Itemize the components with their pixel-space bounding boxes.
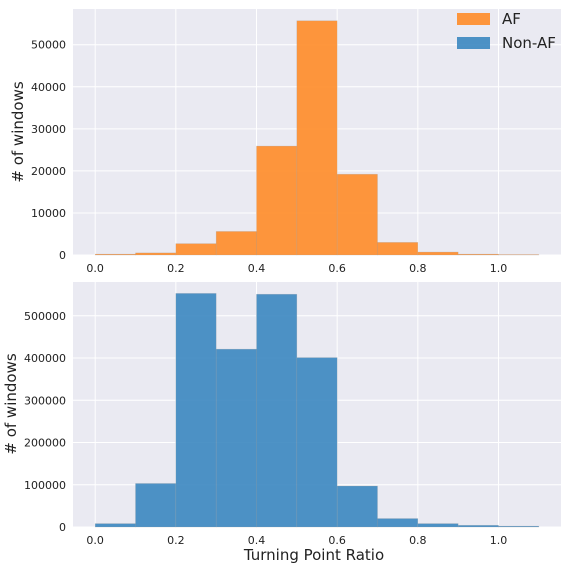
histogram-bar [94, 523, 136, 528]
y-tick-label: 400000 [24, 352, 66, 365]
y-tick-label: 300000 [24, 394, 66, 407]
y-tick-label: 500000 [24, 310, 66, 323]
y-axis-label: # of windows [9, 81, 27, 182]
histogram-bar [215, 348, 257, 528]
histogram-bar [417, 251, 459, 256]
histogram-bar [377, 242, 419, 256]
y-tick-label: 0 [59, 249, 66, 262]
legend-label: AF [502, 10, 521, 28]
legend-swatch [457, 13, 490, 25]
histogram-bar [94, 253, 136, 256]
histogram-bar [296, 20, 338, 256]
y-tick-label: 0 [59, 521, 66, 534]
y-tick-label: 20000 [31, 165, 66, 178]
histogram-bar [457, 253, 499, 256]
chart-panel-1: 0.0 0.2 0.4 0.6 0.8 1.0 0 10000 20000 30000 40000 5… [9, 9, 561, 275]
histogram-bar [336, 173, 378, 256]
histogram-bar [377, 518, 419, 528]
x-tick-label: 0.0 [86, 534, 104, 547]
y-tick-label: 100000 [24, 479, 66, 492]
histogram-bar [175, 293, 217, 528]
histogram-bar [256, 293, 298, 528]
y-axis-label: # of windows [2, 353, 20, 454]
histogram-bar [336, 485, 378, 528]
histogram-bar [457, 525, 499, 528]
histogram-bar [175, 243, 217, 256]
y-tick-label: 200000 [24, 437, 66, 450]
x-tick-label: 1.0 [490, 534, 508, 547]
legend: AF Non-AF [457, 10, 556, 52]
histogram-bar [135, 483, 177, 528]
histogram-bar [498, 525, 540, 528]
y-tick-label: 50000 [31, 39, 66, 52]
x-axis-label: Turning Point Ratio [243, 546, 384, 564]
legend-swatch [457, 37, 490, 49]
chart-panel-2: 0.0 0.2 0.4 0.6 0.8 1.0 0 100000 200000 300000 400… [2, 282, 561, 564]
histogram-bar [135, 252, 177, 256]
y-tick-label: 10000 [31, 207, 66, 220]
x-tick-label: 0.2 [167, 262, 185, 275]
x-tick-label: 0.0 [86, 262, 104, 275]
histogram-bar [296, 357, 338, 528]
y-tick-label: 40000 [31, 81, 66, 94]
histogram-bar [256, 145, 298, 256]
x-tick-label: 0.8 [409, 534, 427, 547]
x-tick-label: 0.4 [248, 534, 266, 547]
x-tick-label: 0.6 [328, 534, 346, 547]
histogram-bar [417, 523, 459, 528]
y-tick-label: 30000 [31, 123, 66, 136]
x-tick-label: 0.4 [248, 262, 266, 275]
x-tick-label: 0.6 [328, 262, 346, 275]
x-tick-label: 0.8 [409, 262, 427, 275]
histogram-bar [215, 231, 257, 256]
legend-label: Non-AF [502, 34, 556, 52]
x-tick-label: 0.2 [167, 534, 185, 547]
x-tick-label: 1.0 [490, 262, 508, 275]
